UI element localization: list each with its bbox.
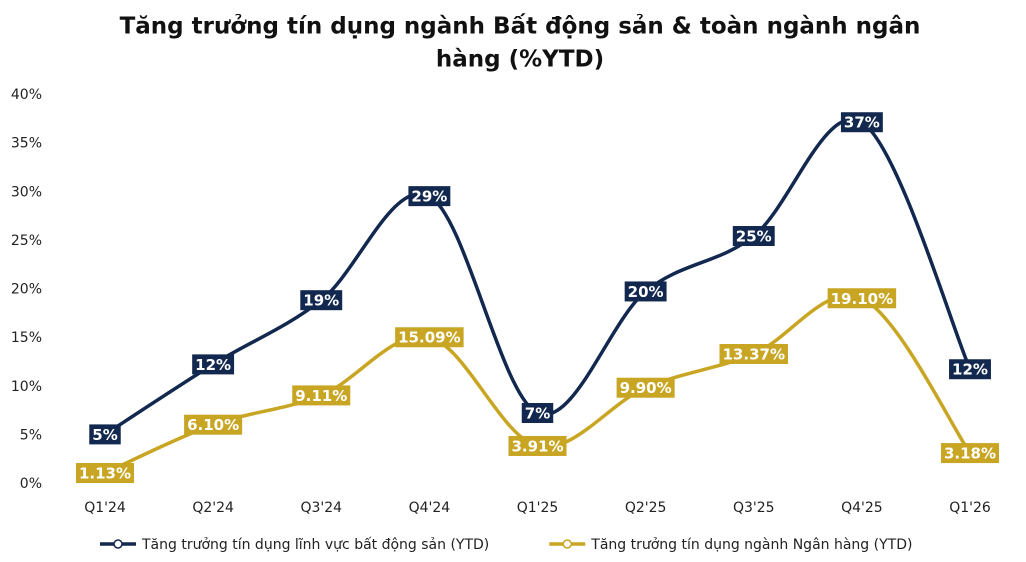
y-tick-label: 40% [11, 87, 42, 103]
data-label: 9.11% [292, 385, 351, 406]
y-tick-label: 20% [11, 282, 42, 298]
x-tick-label: Q2'25 [625, 500, 667, 516]
y-tick-label: 15% [11, 330, 42, 346]
data-label: 3.91% [508, 435, 567, 456]
y-tick-label: 35% [11, 136, 42, 152]
data-label-bg [949, 359, 991, 380]
legend-label: Tăng trưởng tín dụng lĩnh vực bất động s… [141, 537, 489, 553]
data-label-text: 5% [92, 426, 117, 444]
data-label: 5% [89, 424, 121, 445]
data-label-text: 29% [411, 188, 447, 206]
data-label-text: 7% [525, 405, 550, 423]
data-label-text: 19.10% [831, 290, 893, 308]
legend-label: Tăng trưởng tín dụng ngành Ngân hàng (YT… [590, 537, 912, 553]
data-label-text: 37% [844, 114, 880, 132]
data-label: 37% [840, 112, 883, 133]
data-label-text: 3.18% [944, 445, 996, 463]
y-tick-label: 0% [20, 476, 42, 492]
x-tick-label: Q3'24 [300, 500, 342, 516]
data-label-text: 20% [628, 283, 664, 301]
data-label: 20% [624, 281, 667, 302]
legend-marker [562, 539, 573, 549]
x-tick-label: Q1'24 [84, 500, 126, 516]
data-label-bg [184, 414, 243, 435]
x-tick-label: Q4'24 [409, 500, 451, 516]
data-label: 13.37% [719, 343, 788, 364]
data-label-bg [75, 463, 135, 484]
data-label: 19% [300, 290, 343, 311]
data-label-bg [521, 403, 554, 424]
data-label-bg [624, 281, 667, 302]
data-label: 1.13% [75, 463, 135, 484]
x-tick-label: Q3'25 [733, 500, 775, 516]
data-label: 25% [732, 226, 775, 247]
data-label: 6.10% [184, 414, 243, 435]
data-label-text: 9.90% [620, 379, 672, 397]
data-label-text: 9.11% [295, 387, 347, 405]
data-label-bg [840, 112, 883, 133]
y-tick-label: 10% [11, 379, 42, 395]
data-label-bg [395, 327, 464, 348]
data-label-text: 19% [303, 292, 339, 310]
data-label: 9.90% [616, 377, 675, 398]
data-label: 29% [408, 186, 451, 207]
data-label-text: 6.10% [187, 416, 239, 434]
x-tick-label: Q4'25 [841, 500, 883, 516]
data-label-text: 13.37% [723, 345, 785, 363]
data-label-text: 15.09% [398, 329, 460, 347]
chart-title: hàng (%YTD) [436, 47, 604, 73]
data-label: 19.10% [827, 288, 897, 309]
data-label-bg [732, 226, 775, 247]
data-label: 3.18% [940, 443, 1000, 464]
data-label-text: 12% [952, 361, 988, 379]
data-label-bg [616, 377, 675, 398]
x-tick-label: Q1'26 [949, 500, 991, 516]
legend-marker [113, 539, 123, 549]
data-label-bg [300, 290, 343, 311]
data-label-bg [192, 354, 235, 375]
y-tick-label: 25% [11, 233, 42, 249]
data-label: 12% [192, 354, 235, 375]
data-label: 12% [949, 359, 991, 380]
data-label-bg [827, 288, 897, 309]
x-tick-label: Q2'24 [192, 500, 234, 516]
chart-title: Tăng trưởng tín dụng ngành Bất động sản … [120, 13, 921, 40]
data-label: 15.09% [395, 327, 464, 348]
data-label-text: 3.91% [511, 437, 563, 455]
y-tick-label: 30% [11, 184, 42, 200]
y-tick-label: 5% [20, 427, 42, 443]
data-label-text: 25% [736, 228, 772, 246]
data-label-bg [719, 343, 788, 364]
data-label-bg [940, 443, 1000, 464]
series-line [104, 117, 972, 436]
data-label-bg [89, 424, 121, 445]
data-label-text: 12% [195, 356, 231, 374]
data-label-text: 1.13% [79, 465, 131, 483]
data-label-bg [408, 186, 451, 207]
data-label-bg [292, 385, 351, 406]
data-label: 7% [521, 403, 554, 424]
data-label-bg [508, 435, 567, 456]
x-tick-label: Q1'25 [517, 500, 559, 516]
